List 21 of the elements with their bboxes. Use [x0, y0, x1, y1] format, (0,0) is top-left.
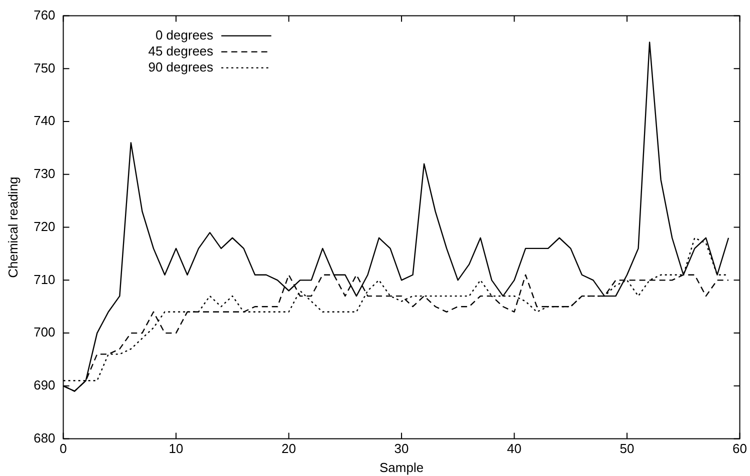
- y-tick-label: 710: [34, 272, 56, 287]
- legend-label: 45 degrees: [148, 43, 214, 58]
- y-tick-label: 720: [34, 218, 56, 234]
- y-tick-label: 740: [34, 113, 56, 128]
- x-axis-title: Sample: [379, 460, 424, 475]
- y-tick-label: 750: [34, 60, 56, 76]
- y-axis-title: Chemical reading: [5, 176, 20, 278]
- y-tick-label: 760: [34, 7, 56, 22]
- x-tick-label: 40: [507, 441, 522, 456]
- x-tick-label: 20: [282, 441, 296, 456]
- x-tick-label: 30: [394, 441, 409, 456]
- legend-label: 0 degrees: [155, 27, 214, 42]
- x-tick-label: 60: [732, 441, 748, 456]
- y-tick-label: 730: [34, 166, 56, 182]
- y-tick-label: 690: [34, 378, 56, 393]
- x-tick-label: 50: [620, 441, 634, 456]
- y-tick-label: 680: [34, 430, 56, 446]
- x-tick-label: 0: [60, 441, 67, 456]
- legend-label: 90 degrees: [148, 59, 214, 74]
- x-tick-label: 10: [168, 441, 184, 456]
- y-tick-label: 700: [34, 324, 56, 340]
